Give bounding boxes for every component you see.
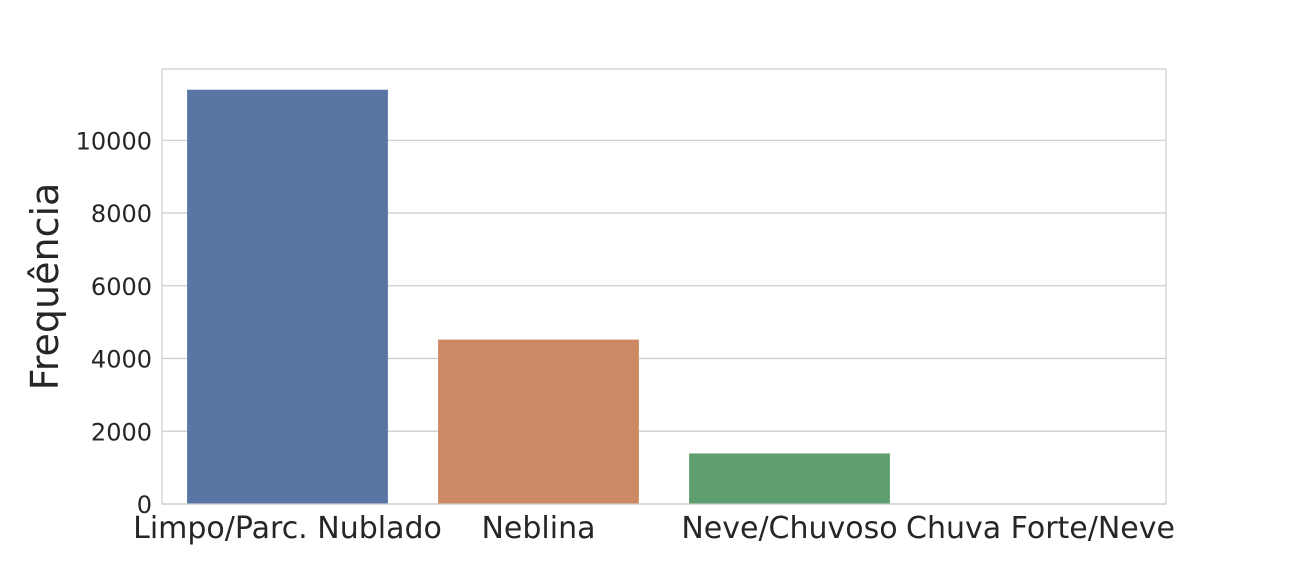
y-tick-label: 8000 (91, 200, 152, 228)
y-tick-label: 4000 (91, 346, 152, 374)
y-tick-label: 10000 (76, 127, 152, 155)
y-tick-label: 2000 (91, 418, 152, 446)
x-tick-label: Neve/Chuvoso (681, 511, 897, 546)
bar (438, 340, 639, 504)
bars (187, 90, 1141, 504)
y-axis-title: Frequência (23, 183, 67, 391)
x-tick-labels: Limpo/Parc. Nublado Neblina Neve/Chuvoso Ch… (133, 511, 1175, 546)
bar (187, 90, 388, 504)
x-tick-label: Limpo/Parc. Nublado (133, 511, 442, 546)
y-tick-label: 6000 (91, 273, 152, 301)
x-tick-label: Chuva Forte/Neve (906, 511, 1175, 546)
bar (689, 453, 890, 504)
x-tick-label: Neblina (481, 511, 595, 546)
